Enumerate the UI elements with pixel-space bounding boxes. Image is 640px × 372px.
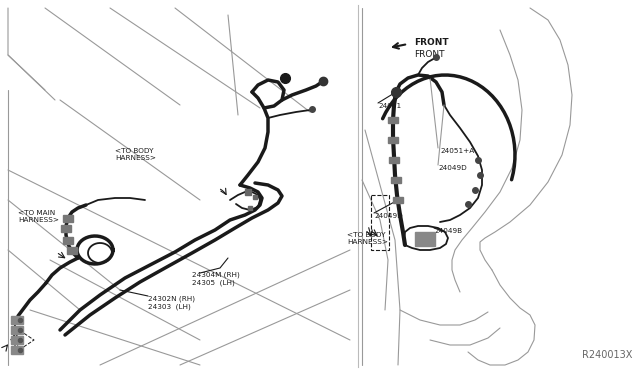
Text: 24304M (RH)
24305  (LH): 24304M (RH) 24305 (LH) [192, 272, 240, 286]
Bar [389, 157, 399, 163]
Bar [388, 137, 398, 143]
Text: <TO BODY
HARNESS>: <TO BODY HARNESS> [347, 232, 388, 245]
Text: 24051: 24051 [378, 103, 401, 109]
Bar [371, 195, 389, 250]
Bar [11, 326, 23, 334]
Text: FRONT: FRONT [414, 50, 445, 59]
Bar [415, 232, 435, 246]
Bar [61, 224, 71, 231]
Bar [11, 336, 23, 344]
Text: <TO BODY
HARNESS>: <TO BODY HARNESS> [115, 148, 156, 161]
Text: 24051+A: 24051+A [440, 148, 474, 154]
Text: <TO MAIN
HARNESS>: <TO MAIN HARNESS> [18, 210, 59, 223]
Text: 24302N (RH)
24303  (LH): 24302N (RH) 24303 (LH) [148, 296, 195, 310]
Bar [63, 215, 73, 221]
Text: 24049B: 24049B [434, 228, 462, 234]
Text: R240013X: R240013X [582, 350, 632, 360]
Text: 24049D: 24049D [438, 165, 467, 171]
Text: FRONT: FRONT [414, 38, 449, 47]
Bar [11, 346, 23, 354]
Bar [11, 316, 23, 324]
Text: 24049D: 24049D [374, 213, 403, 219]
Bar [393, 197, 403, 203]
Bar [388, 117, 398, 123]
Bar [63, 237, 73, 244]
Bar [391, 177, 401, 183]
Bar [67, 247, 77, 253]
